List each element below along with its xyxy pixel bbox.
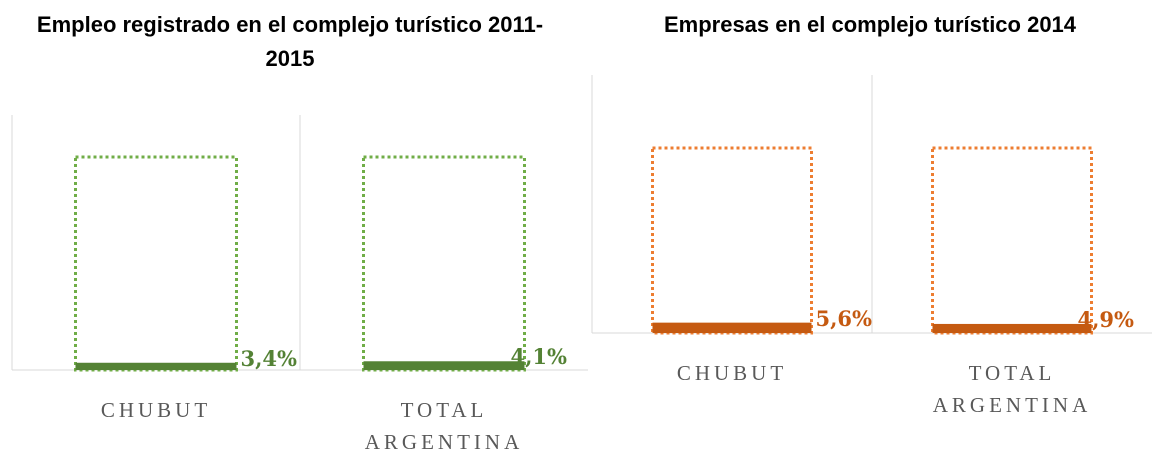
data-label: 3,4% (240, 345, 298, 371)
reference-box (931, 146, 1093, 335)
chart-title: Empresas en el complejo turístico 2014 (663, 12, 1077, 37)
data-label: 5,6% (815, 305, 873, 331)
x-tick-label: CHUBUT (100, 398, 212, 422)
x-tick-label: CHUBUT (676, 361, 788, 385)
data-label: 4,1% (510, 344, 568, 370)
x-tick-label: TOTAL ARGENTINA (364, 398, 524, 454)
reference-box (651, 146, 813, 335)
bar (932, 323, 1092, 333)
reference-box (74, 155, 238, 372)
reference-box (362, 155, 526, 372)
chart-title: Empleo registrado en el complejo turísti… (36, 12, 544, 71)
bar (75, 362, 237, 370)
x-tick-label: TOTAL ARGENTINA (932, 361, 1092, 417)
bar (363, 361, 525, 370)
bar (652, 322, 812, 333)
data-label: 4,9% (1077, 306, 1135, 332)
